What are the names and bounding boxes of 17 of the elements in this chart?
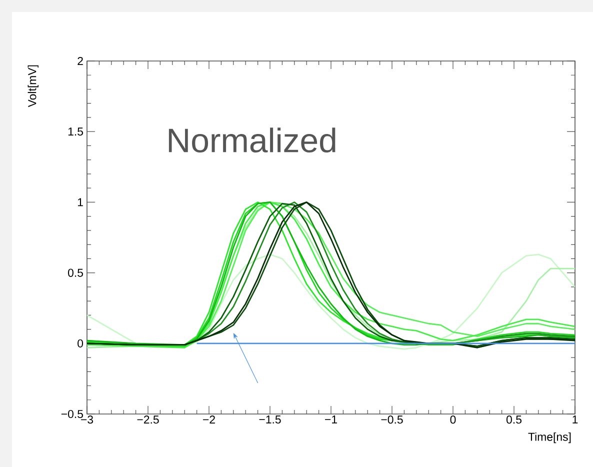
x-tick-label: −0.5 xyxy=(381,416,403,424)
x-tick-label: −3 xyxy=(81,416,94,424)
y-tick-label: 0 xyxy=(78,339,84,348)
annotation: Normalized xyxy=(168,128,336,153)
x-tick-label: −1 xyxy=(325,416,337,424)
x-tick-label: 1 xyxy=(572,416,578,424)
x-tick-label: 0.5 xyxy=(506,416,522,424)
y-tick-label: 0.5 xyxy=(68,268,83,277)
x-tick-label: −2 xyxy=(203,416,215,424)
x-tick-label: 0 xyxy=(450,416,456,424)
x-tick-label: −2.5 xyxy=(137,416,159,424)
y-axis-title: Volt[mV] xyxy=(28,65,38,108)
y-tick-label: 2 xyxy=(78,57,83,65)
y-tick-label: 1 xyxy=(78,198,83,206)
y-tick-label: 1.5 xyxy=(68,128,83,136)
x-tick-label: −1.5 xyxy=(259,416,281,424)
x-axis-title: Time[ns] xyxy=(528,432,571,444)
